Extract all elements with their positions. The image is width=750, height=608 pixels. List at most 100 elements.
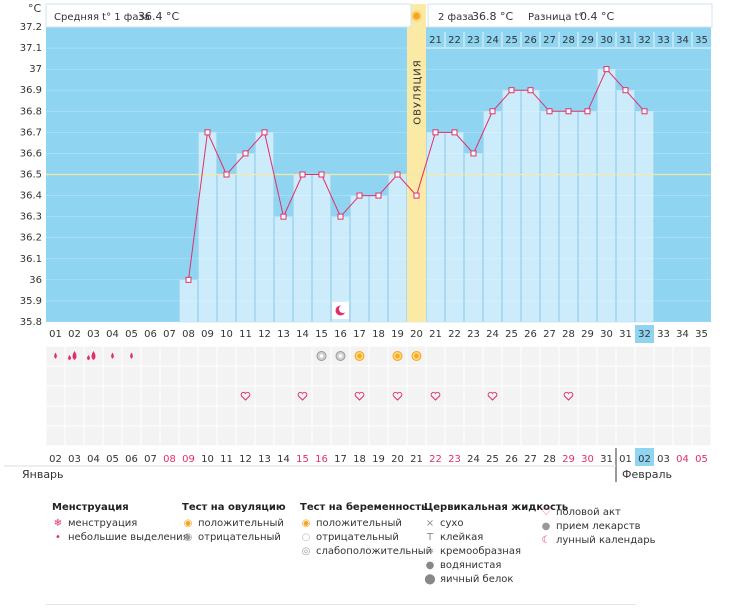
temperature-bar (274, 216, 293, 323)
calendar-date: 11 (220, 454, 233, 465)
calendar-date: 04 (676, 454, 689, 465)
temperature-point (413, 192, 420, 199)
symptom-cell (369, 346, 388, 366)
symptom-cell (426, 346, 445, 366)
calendar-date: 02 (638, 454, 651, 465)
symptom-cell (46, 366, 65, 386)
symptom-cell (84, 386, 103, 406)
symptom-cell (255, 346, 274, 366)
symptom-cell (654, 366, 673, 386)
legend-item: ≈ кремообразная (424, 545, 568, 559)
symptom-cell (692, 406, 711, 426)
calendar-date: 27 (524, 454, 537, 465)
symptom-cell (122, 366, 141, 386)
phase2-box (427, 3, 713, 28)
symptom-cell (236, 426, 255, 446)
cycle-day-label: 30 (600, 329, 613, 340)
symptom-cell (84, 426, 103, 446)
calendar-date: 06 (125, 454, 138, 465)
legend-item: ☾ лунный календарь (540, 534, 656, 548)
cycle-day-label: 35 (695, 329, 708, 340)
legend-item: • небольшие выделения (52, 531, 189, 545)
diff-label: Разница t° (528, 12, 584, 23)
symptom-cell (160, 406, 179, 426)
top-day-label: 32 (638, 35, 651, 46)
symptom-cell (635, 346, 654, 366)
symptom-cell (255, 366, 274, 386)
symptom-cell (198, 366, 217, 386)
symptom-cell (255, 386, 274, 406)
symptom-cell (84, 406, 103, 426)
symptom-cell (350, 386, 369, 406)
top-day-label: 24 (486, 35, 499, 46)
y-tick-label: 36.5 (20, 170, 42, 181)
pill-icon: ● (541, 521, 551, 532)
symptom-cell (350, 426, 369, 446)
temperature-point (432, 129, 439, 136)
symptom-cell (46, 386, 65, 406)
symptom-cell (464, 426, 483, 446)
diff-value: 0.4 °C (580, 10, 614, 23)
temperature-point (527, 87, 534, 94)
symptom-cell (426, 406, 445, 426)
symptom-cell (293, 386, 312, 406)
symptom-cell (65, 426, 84, 446)
temperature-bar (426, 132, 445, 323)
top-day-label: 29 (581, 35, 594, 46)
calendar-date: 29 (562, 454, 575, 465)
cycle-day-label: 29 (581, 329, 594, 340)
calendar-date: 12 (239, 454, 252, 465)
calendar-date: 03 (657, 454, 670, 465)
watery-icon: ● (425, 560, 435, 571)
symptom-cell (540, 346, 559, 366)
symptom-cell (559, 386, 578, 406)
cycle-day-label: 02 (68, 329, 81, 340)
y-tick-label: 36.7 (20, 127, 42, 138)
symptom-cell (407, 386, 426, 406)
calendar-date: 25 (486, 454, 499, 465)
temperature-point (489, 108, 496, 115)
symptom-cell (141, 406, 160, 426)
phase1-value: 36.4 °C (138, 10, 179, 23)
symptom-cell (198, 406, 217, 426)
symptom-cell (483, 386, 502, 406)
symptom-cell (255, 406, 274, 426)
drop-light-icon (111, 352, 114, 359)
legend-label: слабоположительный (316, 546, 433, 557)
symptom-cell (331, 426, 350, 446)
pregnancy-negative-icon: ○ (301, 532, 311, 543)
legend-item: ◉ положительный (300, 517, 432, 531)
cycle-day-label: 22 (448, 329, 461, 340)
top-day-label: 34 (676, 35, 689, 46)
calendar-date: 19 (372, 454, 385, 465)
symptom-cell (502, 366, 521, 386)
creamy-icon: ≈ (425, 546, 435, 557)
cycle-day-label: 18 (372, 329, 385, 340)
drop-heavy-icon (72, 351, 77, 360)
calendar-date: 13 (258, 454, 271, 465)
symptom-cell (464, 386, 483, 406)
symptom-cell (635, 426, 654, 446)
symptom-cell (616, 406, 635, 426)
cycle-day-label: 06 (144, 329, 157, 340)
symptom-cell (692, 346, 711, 366)
temperature-point (261, 129, 268, 136)
egg-white-icon: ⬤ (424, 574, 436, 585)
symptom-cell (160, 386, 179, 406)
legend-item: ♡ половой акт (540, 506, 656, 520)
symptom-cell (369, 426, 388, 446)
y-tick-label: 37.1 (20, 43, 42, 54)
symptom-cell (635, 366, 654, 386)
symptom-cell (445, 386, 464, 406)
legend-item: × сухо (424, 517, 568, 531)
symptom-cell (141, 386, 160, 406)
temperature-point (356, 192, 363, 199)
symptom-cell (369, 386, 388, 406)
symptom-cell (179, 366, 198, 386)
cycle-day-label: 25 (505, 329, 518, 340)
symptom-cell (331, 386, 350, 406)
symptom-cell (597, 366, 616, 386)
drop-heavy-icon (87, 355, 90, 360)
symptom-cell (141, 366, 160, 386)
